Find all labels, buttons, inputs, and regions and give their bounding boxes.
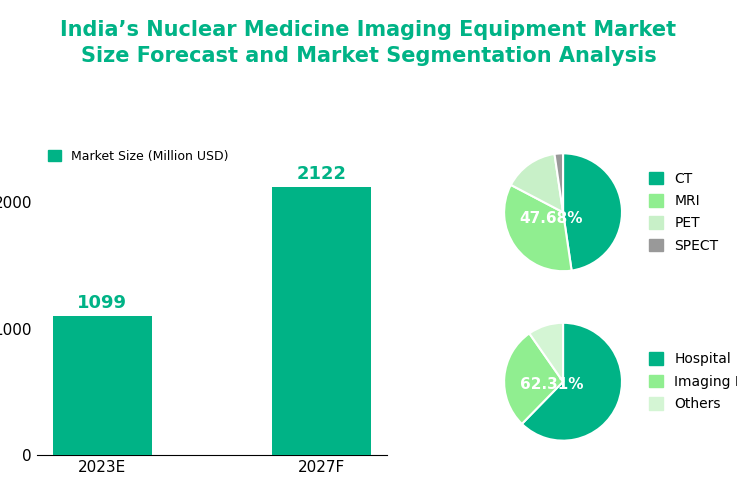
Text: 47.68%: 47.68% [520,211,583,226]
Bar [273,187,371,455]
Wedge shape [554,153,563,212]
Wedge shape [504,185,572,271]
Wedge shape [529,323,563,382]
Text: 2122: 2122 [297,165,347,183]
Wedge shape [522,323,622,441]
Text: 1099: 1099 [77,295,128,312]
Wedge shape [563,153,622,271]
Bar [53,316,152,455]
Text: India’s Nuclear Medicine Imaging Equipment Market
Size Forecast and Market Segme: India’s Nuclear Medicine Imaging Equipme… [60,20,677,66]
Legend: Market Size (Million USD): Market Size (Million USD) [43,145,233,168]
Text: 62.31%: 62.31% [520,377,583,392]
Legend: Hospital, Imaging Research Center, Others: Hospital, Imaging Research Center, Other… [643,347,737,417]
Wedge shape [511,154,563,212]
Legend: CT, MRI, PET, SPECT: CT, MRI, PET, SPECT [643,166,724,258]
Wedge shape [504,333,563,424]
